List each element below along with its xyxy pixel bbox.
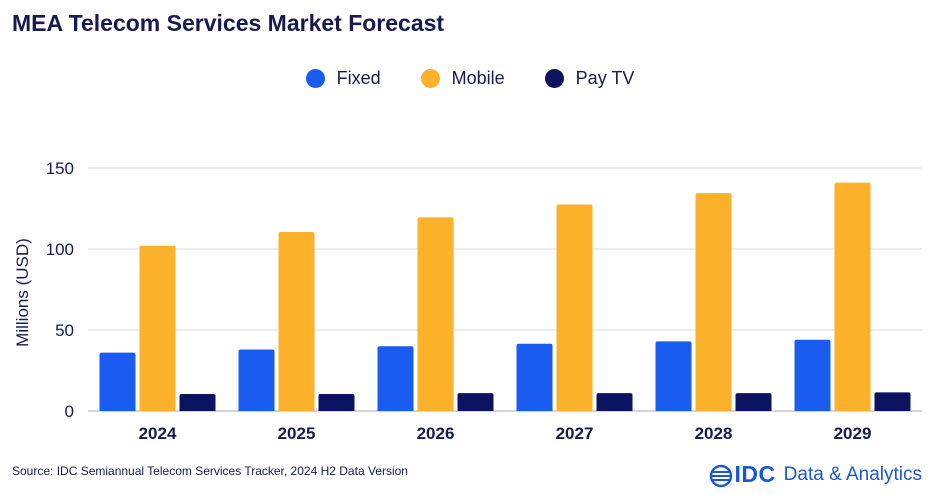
bar-pay-tv-2028 [735,393,772,411]
bar-mobile-2029 [834,182,871,411]
source-note: Source: IDC Semiannual Telecom Services … [12,464,408,478]
bar-mobile-2024 [139,245,176,411]
globe-icon [709,464,732,488]
legend-label-pay-tv: Pay TV [575,68,635,88]
y-axis-label: Millions (USD) [13,238,32,347]
brand-logo-text: IDC [734,461,776,487]
brand: IDC Data & Analytics [709,461,922,488]
legend-label-mobile: Mobile [451,68,505,88]
bar-pay-tv-2027 [596,393,633,411]
bar-pay-tv-2026 [457,393,494,411]
y-tick-label-100: 100 [46,240,74,259]
y-tick-label-150: 150 [46,159,74,178]
bar-mobile-2028 [695,193,732,411]
brand-logo: IDC [709,461,776,488]
x-tick-label-2027: 2027 [556,424,594,443]
bar-fixed-2029 [794,339,831,411]
legend-item-fixed: Fixed [305,68,381,89]
legend-swatch-pay-tv [544,69,564,88]
x-tick-label-2026: 2026 [417,424,455,443]
bar-mobile-2025 [278,231,315,411]
bar-fixed-2028 [655,341,692,411]
chart-title: MEA Telecom Services Market Forecast [12,10,445,36]
legend-item-mobile: Mobile [420,68,505,89]
bar-pay-tv-2029 [874,392,911,411]
chart-legend: Fixed Mobile Pay TV [0,68,940,89]
x-tick-label-2029: 2029 [834,424,872,443]
legend-item-pay-tv: Pay TV [544,68,635,89]
bar-pay-tv-2025 [318,393,355,411]
x-tick-label-2024: 2024 [139,424,177,443]
bar-pay-tv-2024 [179,393,216,411]
bar-fixed-2027 [516,343,553,411]
x-tick-label-2025: 2025 [278,424,316,443]
bar-mobile-2026 [417,217,454,411]
legend-label-fixed: Fixed [336,68,381,88]
brand-tagline: Data & Analytics [783,463,922,485]
bar-mobile-2027 [556,204,593,411]
bar-fixed-2026 [377,346,414,411]
x-tick-label-2028: 2028 [695,424,733,443]
y-tick-label-50: 50 [55,321,74,340]
legend-swatch-fixed [305,69,325,88]
y-tick-label-0: 0 [65,402,74,421]
bar-fixed-2025 [238,349,275,411]
legend-swatch-mobile [420,69,440,88]
bar-fixed-2024 [99,352,136,411]
